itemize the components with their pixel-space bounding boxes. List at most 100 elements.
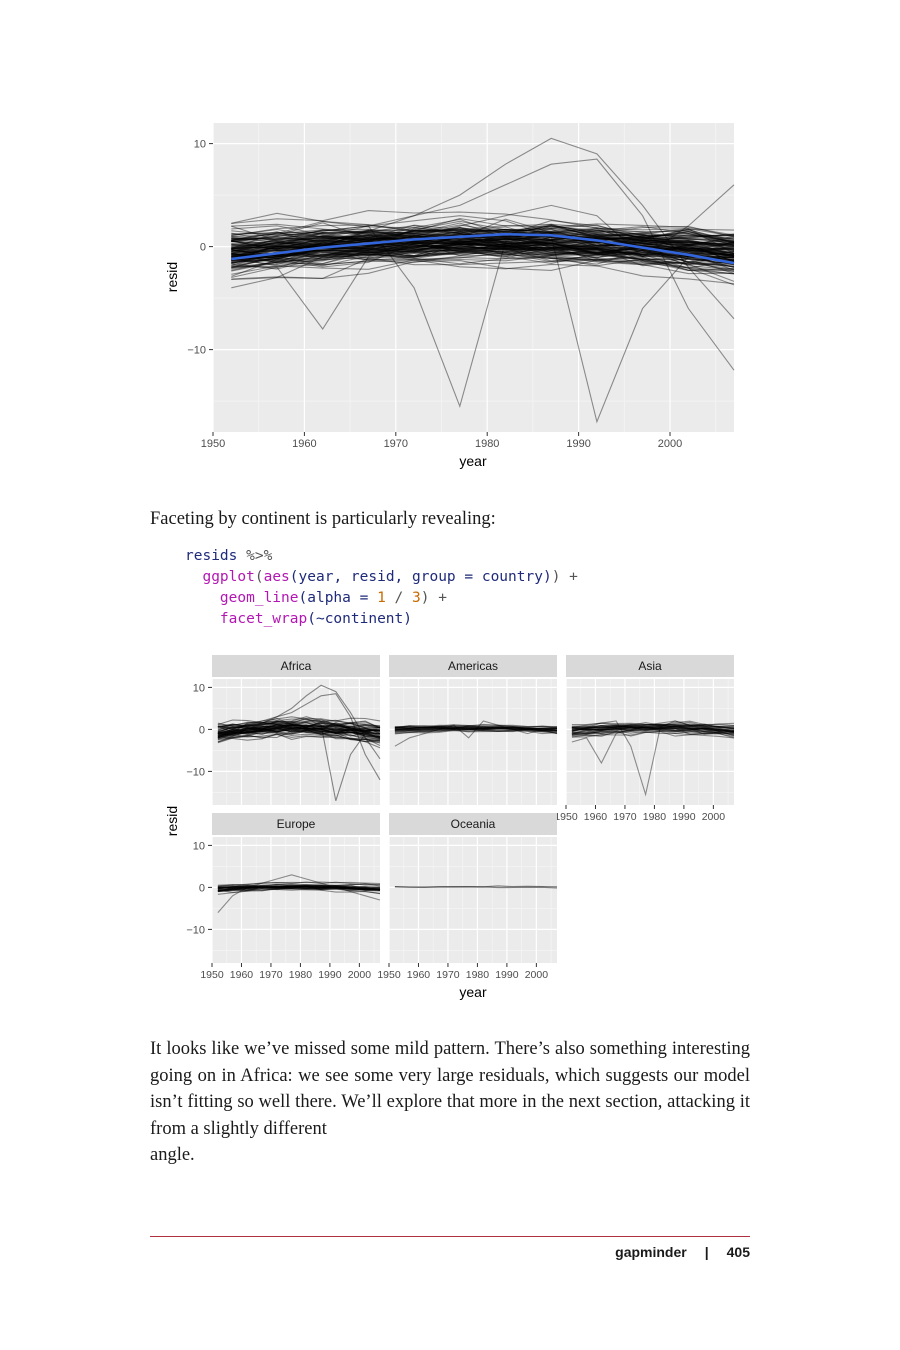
series-line — [231, 252, 735, 282]
series-line — [394, 727, 558, 732]
series-line — [231, 251, 735, 262]
series-line — [217, 885, 381, 891]
code-token: facet_wrap — [219, 611, 308, 627]
series-line — [217, 730, 381, 749]
series-line — [394, 724, 558, 730]
series-line — [231, 230, 735, 245]
series-line — [231, 247, 735, 275]
series-line — [217, 884, 381, 890]
series-line — [231, 229, 735, 250]
series-line — [231, 259, 735, 285]
series-line — [231, 223, 735, 254]
series-line — [231, 229, 735, 250]
series-line — [217, 727, 381, 734]
series-line — [394, 725, 558, 730]
series-line — [231, 236, 735, 257]
series-line — [231, 230, 735, 243]
series-line — [231, 228, 735, 258]
series-line — [217, 724, 381, 737]
series-line — [231, 231, 735, 262]
series-line — [217, 728, 381, 738]
body-text: It looks like we’ve missed some mild pat… — [150, 1039, 750, 1139]
facet-strip-label: Africa — [281, 659, 312, 673]
series-line — [231, 224, 735, 253]
series-line — [571, 726, 735, 734]
series-line — [231, 229, 735, 246]
series-line — [231, 158, 735, 371]
series-line — [231, 217, 735, 242]
facet-strip — [212, 655, 380, 677]
series-line — [231, 228, 735, 247]
series-line — [394, 724, 558, 731]
series-line — [571, 726, 735, 737]
series-line — [231, 225, 735, 409]
series-line — [217, 886, 381, 891]
series-line — [394, 725, 558, 731]
series-line — [394, 729, 558, 735]
x-tick-label: 1990 — [672, 811, 696, 823]
code-token: ) + — [551, 569, 578, 585]
code-token: 3 — [412, 590, 421, 606]
facet-strip — [389, 813, 557, 835]
facet-strip — [566, 655, 734, 677]
series-line — [217, 884, 381, 892]
series-line — [217, 722, 381, 740]
series-line — [217, 727, 381, 743]
series-line — [571, 720, 735, 765]
series-line — [231, 225, 735, 244]
series-line — [231, 225, 735, 246]
series-line — [231, 236, 735, 267]
series-line — [217, 721, 381, 737]
series-line — [231, 228, 735, 256]
series-line — [231, 244, 735, 262]
series-line — [571, 720, 735, 797]
code-token: (year, resid, group = country) — [289, 569, 552, 585]
facet-strip — [212, 813, 380, 835]
panel-background — [213, 123, 734, 432]
series-line — [231, 231, 735, 257]
x-tick-label: 1950 — [377, 969, 401, 981]
series-line — [217, 722, 381, 729]
x-tick-label: 1980 — [643, 811, 667, 823]
x-axis-title: year — [459, 984, 487, 1000]
series-line — [394, 725, 558, 732]
series-line — [394, 726, 558, 732]
series-line — [217, 721, 381, 733]
code-token: resids — [185, 548, 238, 564]
series-line — [217, 726, 381, 736]
series-line — [231, 220, 735, 261]
series-line — [394, 726, 558, 732]
facet-panel: 10 0 −10 Africa — [186, 655, 381, 805]
series-line — [217, 886, 381, 892]
series-line — [231, 244, 735, 261]
x-tick-label: 1970 — [613, 811, 637, 823]
series-line — [217, 885, 381, 892]
series-line — [231, 239, 735, 277]
series-line — [217, 729, 381, 744]
series-line — [217, 728, 381, 739]
series-line — [231, 241, 735, 261]
series-line — [217, 717, 381, 733]
series-line — [231, 229, 735, 252]
x-tick-label: 1950 — [201, 438, 225, 450]
x-tick-label: 1970 — [384, 438, 408, 450]
series-line — [231, 251, 735, 266]
series-line — [217, 722, 381, 732]
series-line — [217, 726, 381, 739]
series-line — [571, 722, 735, 733]
series-line — [217, 721, 381, 735]
series-line — [231, 233, 735, 263]
series-line — [217, 727, 381, 735]
series-line — [571, 725, 735, 732]
series-line — [231, 241, 735, 272]
series-line — [231, 235, 735, 259]
code-token: ( — [254, 569, 264, 585]
series-line — [231, 254, 735, 280]
series-line — [231, 223, 735, 259]
series-line — [217, 883, 381, 892]
footer-separator: | — [704, 1244, 709, 1260]
series-line — [571, 730, 735, 738]
series-line — [217, 721, 381, 732]
facet-panel: 10 0 −10 1950 1960 1970 1980 1990 2000 — [187, 123, 735, 450]
